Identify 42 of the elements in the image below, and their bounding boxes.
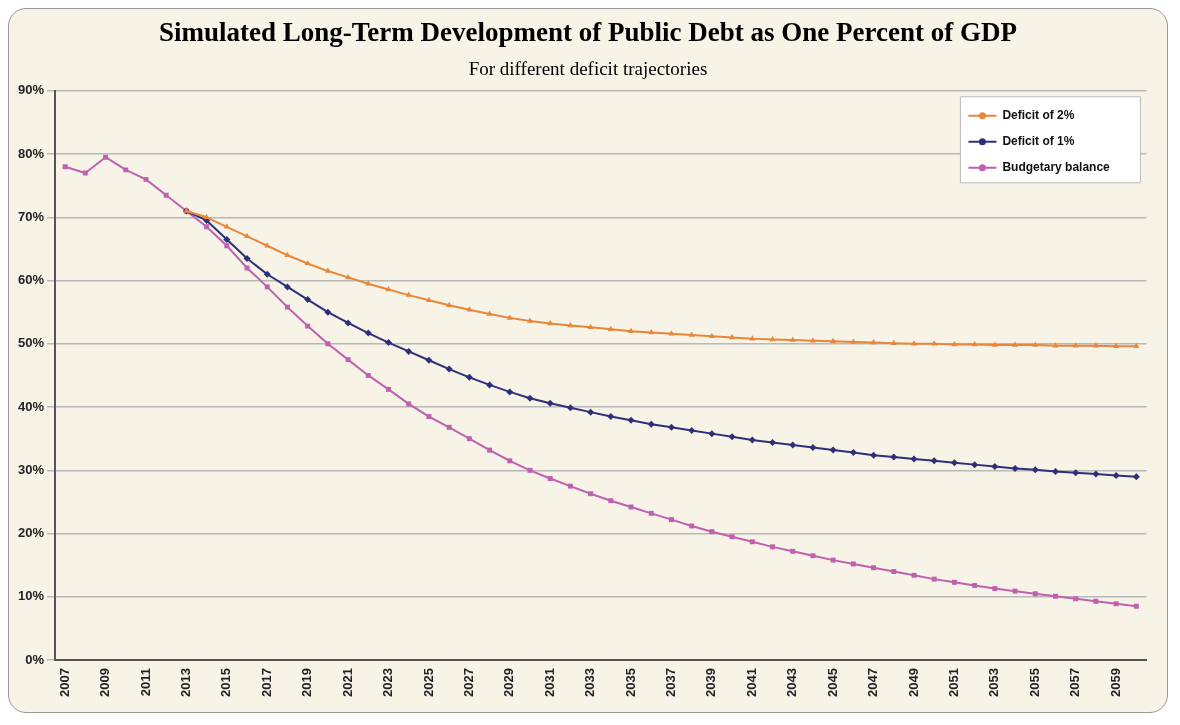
y-tick-label: 20%: [17, 525, 45, 541]
x-tick-label: 2041: [743, 668, 759, 697]
x-tick-label: 2053: [986, 668, 1002, 697]
x-tick-label: 2019: [299, 668, 315, 697]
y-tick-label: 40%: [17, 398, 45, 414]
x-tick-label: 2045: [824, 668, 840, 697]
x-tick-label: 2047: [865, 668, 881, 697]
x-tick-label: 2021: [339, 668, 355, 697]
y-tick-label: 10%: [17, 588, 45, 604]
x-tick-label: 2013: [177, 668, 193, 697]
x-tick-label: 2033: [582, 668, 598, 697]
x-tick-label: 2035: [622, 668, 638, 697]
x-tick-label: 2031: [541, 668, 557, 697]
x-tick-label: 2043: [784, 668, 800, 697]
y-tick-label: 50%: [17, 335, 45, 351]
x-tick-label: 2049: [905, 668, 921, 697]
x-tick-label: 2057: [1067, 668, 1083, 697]
x-tick-label: 2009: [97, 668, 113, 697]
x-tick-label: 2027: [460, 668, 476, 697]
x-tick-label: 2015: [218, 668, 234, 697]
legend-label: Deficit of 2%: [1002, 108, 1075, 123]
legend-label: Budgetary balance: [1002, 160, 1111, 175]
x-tick-label: 2025: [420, 668, 436, 697]
y-tick-label: 90%: [17, 82, 45, 98]
x-tick-label: 2051: [946, 668, 961, 697]
x-tick-label: 2037: [663, 668, 679, 697]
x-tick-label: 2039: [703, 668, 719, 697]
y-tick-label: 70%: [17, 208, 45, 224]
y-tick-label: 60%: [17, 272, 45, 288]
chart-subtitle: For different deficit trajectories: [467, 58, 709, 80]
chart-title: Simulated Long-Term Development of Public Debt as One Percent of GDP: [158, 17, 1018, 48]
y-tick-label: 0%: [25, 651, 45, 667]
x-tick-label: 2007: [56, 668, 72, 697]
x-tick-label: 2055: [1026, 668, 1042, 697]
y-tick-label: 80%: [17, 145, 45, 161]
y-tick-label: 30%: [17, 461, 45, 477]
x-tick-label: 2017: [258, 668, 274, 697]
x-tick-label: 2059: [1107, 668, 1123, 697]
x-tick-label: 2023: [380, 668, 396, 697]
x-tick-label: 2011: [137, 668, 153, 697]
legend-label: Deficit of 1%: [1002, 134, 1075, 149]
x-tick-label: 2029: [501, 668, 517, 697]
